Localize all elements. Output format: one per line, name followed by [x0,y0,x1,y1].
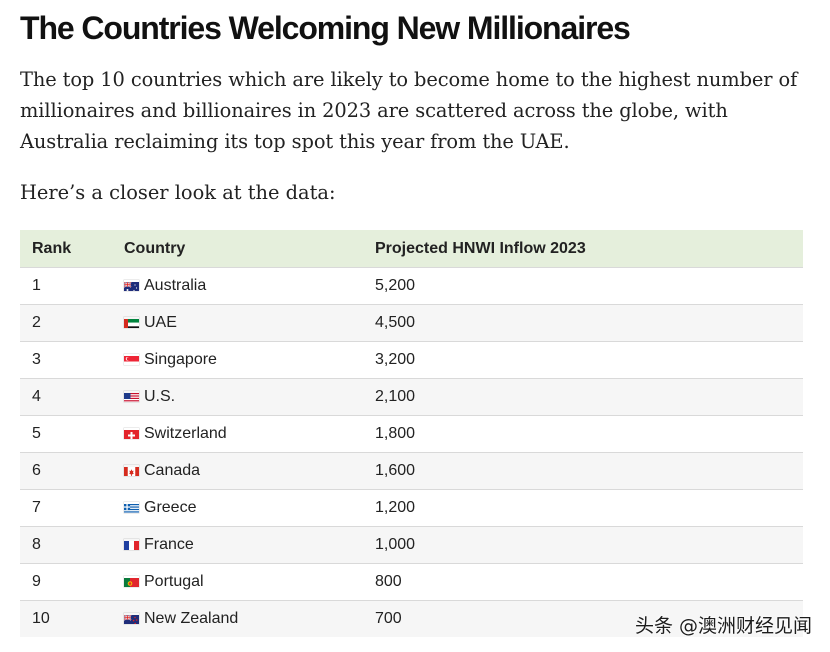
table-row: 9 Portugal 800 [20,563,803,601]
uae-flag-icon [124,317,139,328]
header-inflow: Projected HNWI Inflow 2023 [375,239,586,257]
table-row: 2 UAE 4,500 [20,304,803,342]
table-row: 10 New Zealand 700 [20,600,803,637]
rank-cell: 2 [20,304,124,342]
france-flag-icon [124,539,139,550]
country-cell: Portugal [124,563,375,601]
inflow-cell: 1,600 [375,452,803,490]
country-cell: U.S. [124,378,375,416]
table-row: 1 Australia 5,200 [20,267,803,305]
table-row: 6 Canada 1,600 [20,452,803,490]
table-row: 8 France 1,000 [20,526,803,564]
header-rank: Rank [32,239,72,257]
country-name: Greece [144,499,197,516]
country-cell: Canada [124,452,375,490]
inflow-cell: 800 [375,563,803,601]
header-country: Country [124,239,186,257]
country-cell: New Zealand [124,600,375,637]
switzerland-flag-icon [124,428,139,439]
country-name: Canada [144,462,201,479]
country-cell: Australia [124,267,375,305]
country-name: UAE [144,314,177,331]
greece-flag-icon [124,502,139,513]
intro-paragraph: The top 10 countries which are likely to… [20,68,798,153]
rank-cell: 10 [20,600,124,637]
country-name: New Zealand [144,610,239,627]
portugal-flag-icon [124,576,139,587]
lead-paragraph: Here’s a closer look at the data: [20,181,336,204]
new-zealand-flag-icon [124,613,139,624]
inflow-cell: 4,500 [375,304,803,342]
inflow-cell: 1,200 [375,489,803,527]
table-row: 3 Singapore 3,200 [20,341,803,379]
rank-cell: 6 [20,452,124,490]
us-flag-icon [124,391,139,402]
country-name: Switzerland [144,425,227,442]
country-name: U.S. [144,388,176,405]
country-name: Portugal [144,573,204,590]
inflow-cell: 700 [375,600,803,637]
canada-flag-icon [124,465,139,476]
page-title: The Countries Welcoming New Millionaires [20,10,631,46]
country-cell: Singapore [124,341,375,379]
rank-cell: 4 [20,378,124,416]
watermark: 头条 @澳洲财经见闻 [634,615,812,637]
table-row: 4 U.S. 2,100 [20,378,803,416]
country-cell: Greece [124,489,375,527]
table-row: 5 Switzerland 1,800 [20,415,803,453]
country-cell: Switzerland [124,415,375,453]
country-cell: France [124,526,375,564]
inflow-cell: 5,200 [375,267,803,305]
rank-cell: 8 [20,526,124,564]
singapore-flag-icon [124,354,139,365]
inflow-cell: 1,000 [375,526,803,564]
inflow-cell: 2,100 [375,378,803,416]
rank-cell: 7 [20,489,124,527]
rank-cell: 5 [20,415,124,453]
rank-cell: 1 [20,267,124,305]
inflow-cell: 1,800 [375,415,803,453]
country-cell: UAE [124,304,375,342]
table-row: 7 Greece 1,200 [20,489,803,527]
inflow-cell: 3,200 [375,341,803,379]
rank-cell: 3 [20,341,124,379]
table-header-row: Rank Country Projected HNWI Inflow 2023 [20,230,803,268]
country-name: Singapore [144,351,217,368]
rank-cell: 9 [20,563,124,601]
hnwi-table: Rank Country Projected HNWI Inflow 2023 … [20,230,803,637]
country-name: France [144,536,194,553]
australia-flag-icon [124,280,139,291]
country-name: Australia [144,277,207,294]
